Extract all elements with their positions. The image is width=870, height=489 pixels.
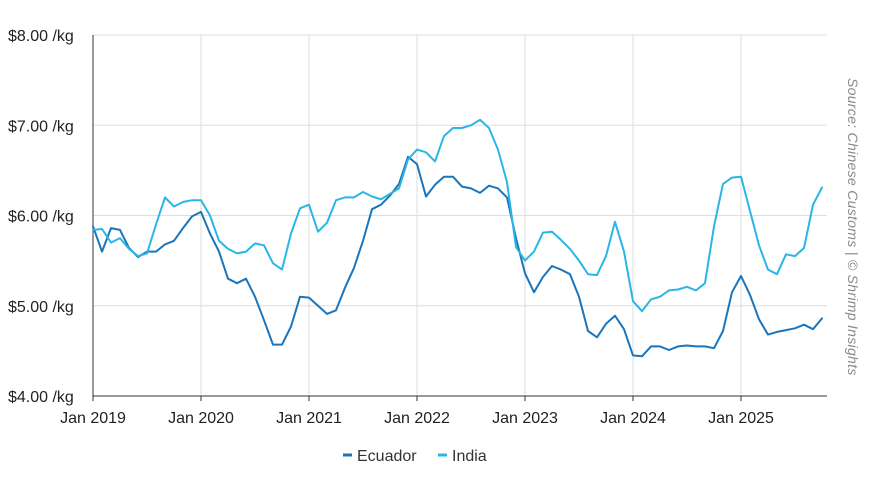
x-tick-label: Jan 2022	[384, 410, 450, 427]
y-tick-label: $5.00 /kg	[8, 299, 74, 316]
source-note: Source: Chinese Customs | © Shrimp Insig…	[845, 78, 861, 376]
x-tick-label: Jan 2025	[708, 410, 774, 427]
x-tick-label: Jan 2024	[600, 410, 666, 427]
y-tick-label: $4.00 /kg	[8, 389, 74, 406]
series-line-ecuador	[92, 155, 823, 358]
series-lines	[92, 118, 823, 358]
y-tick-label: $7.00 /kg	[8, 118, 74, 135]
x-axis-tick-labels: Jan 2019 Jan 2020 Jan 2021 Jan 2022 Jan 2023…	[60, 396, 774, 427]
x-tick-label: Jan 2019	[60, 410, 126, 427]
x-tick-label: Jan 2023	[492, 410, 558, 427]
x-tick-label: Jan 2021	[276, 410, 342, 427]
legend: Ecuador India	[343, 448, 487, 465]
y-tick-label: $8.00 /kg	[8, 28, 74, 45]
x-tick-label: Jan 2020	[168, 410, 234, 427]
y-axis-tick-labels: $4.00 /kg $5.00 /kg $6.00 /kg $7.00 /kg $8.0…	[8, 28, 74, 406]
legend-label-ecuador[interactable]: Ecuador	[357, 448, 417, 465]
legend-label-india[interactable]: India	[452, 448, 487, 465]
horizontal-gridlines	[93, 34, 827, 307]
y-tick-label: $6.00 /kg	[8, 209, 74, 226]
series-line-india	[92, 118, 823, 313]
